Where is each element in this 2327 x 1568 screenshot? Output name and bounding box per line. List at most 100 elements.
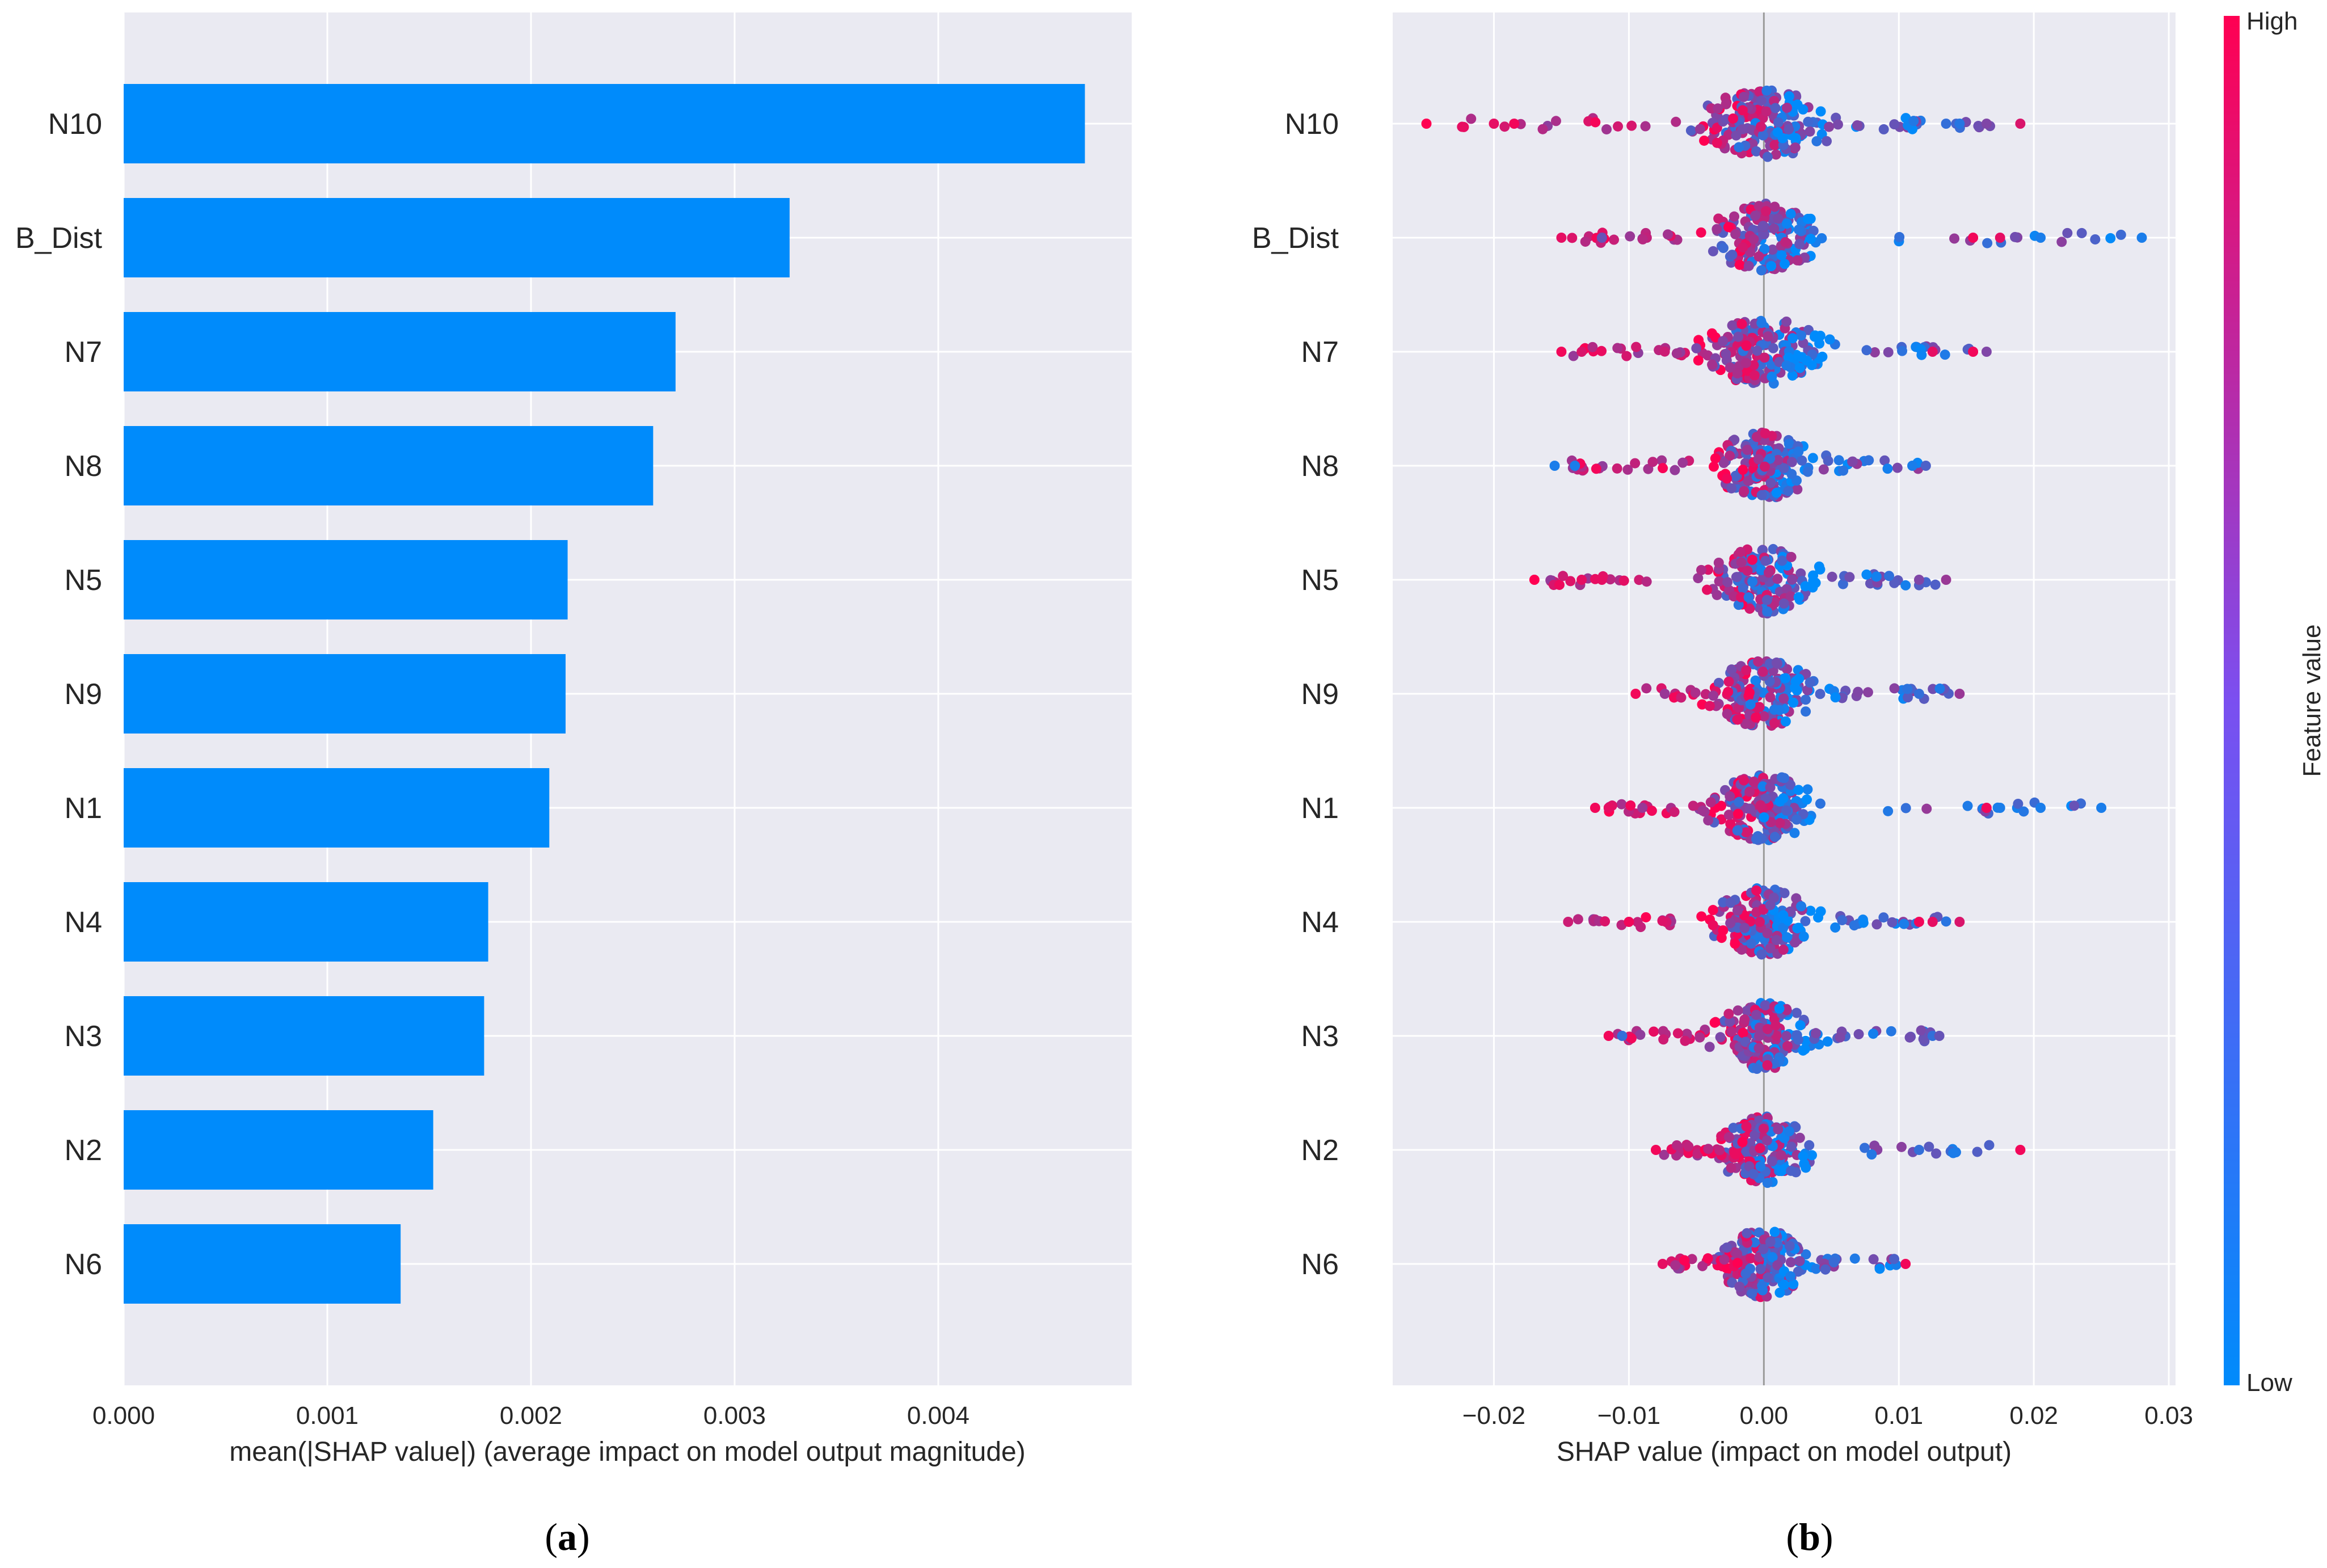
colorbar: [2224, 16, 2240, 1385]
beeswarm-dot: [1753, 201, 1764, 212]
beeswarm-dot: [1785, 591, 1796, 602]
beeswarm-dot: [1726, 483, 1737, 494]
beeswarm-dot: [1778, 910, 1789, 921]
beeswarm-dot: [1861, 345, 1872, 356]
beeswarm-dot: [1742, 1005, 1752, 1016]
beeswarm-dot: [1755, 800, 1766, 811]
beeswarm-dot: [1908, 116, 1919, 127]
beeswarm-dot: [1618, 575, 1629, 586]
beeswarm-dot: [1671, 116, 1681, 127]
beeswarm-row-N1: [1590, 770, 2107, 845]
colorbar-high-label: High: [2246, 7, 2298, 35]
beeswarm-dot: [1844, 572, 1855, 583]
beeswarm-dot: [1690, 688, 1701, 698]
beeswarm-dot: [1625, 800, 1636, 811]
beeswarm-dot: [1723, 676, 1734, 687]
beeswarm-outlier-dot: [1570, 461, 1580, 471]
beeswarm-dot: [1763, 567, 1774, 578]
beeswarm-dot: [1677, 457, 1688, 468]
beeswarm-dot: [1736, 592, 1747, 602]
beeswarm-dot: [1773, 213, 1784, 224]
beeswarm-dot: [1973, 121, 1984, 132]
beeswarm-row-N4: [1563, 883, 1965, 960]
beeswarm-dot: [1765, 900, 1776, 911]
beeswarm-outlier-dot: [2015, 1145, 2026, 1155]
beeswarm-dot: [1713, 103, 1723, 114]
beeswarm-dot: [1659, 1149, 1670, 1160]
beeswarm-dot: [1798, 1151, 1809, 1162]
beeswarm-outlier-dot: [1630, 689, 1641, 699]
colorbar-low-label: Low: [2246, 1369, 2292, 1397]
beeswarm-dot: [1466, 113, 1477, 124]
panel-a-x-axis-label: mean(|SHAP value|) (average impact on mo…: [229, 1437, 1025, 1467]
beeswarm-outlier-dot: [1650, 1145, 1661, 1155]
beeswarm-dot: [2056, 237, 2067, 247]
beeswarm-dot: [1718, 458, 1729, 469]
beeswarm-dot: [1765, 782, 1776, 793]
beeswarm-dot: [1770, 149, 1781, 160]
beeswarm-dot: [1757, 781, 1768, 792]
beeswarm-dot: [1758, 1244, 1769, 1254]
beeswarm-dot: [1941, 916, 1951, 927]
beeswarm-dot: [1774, 817, 1785, 828]
beeswarm-dot: [1772, 574, 1783, 584]
beeswarm-dot: [1772, 658, 1782, 669]
panel-a-feature-labels: N10 B_Dist N7 N8 N5 N9 N1 N4 N3 N2 N6: [15, 108, 103, 1281]
beeswarm-dot: [1813, 333, 1824, 344]
beeswarm-dot: [1770, 1020, 1781, 1031]
beeswarm-dot: [1711, 224, 1722, 234]
beeswarm-row-B_Dist: [1556, 199, 2147, 276]
beeswarm-dot: [1705, 797, 1716, 808]
beeswarm-dot: [1849, 1253, 1860, 1264]
beeswarm-dot: [1871, 919, 1882, 930]
beeswarm-dot: [1702, 1253, 1713, 1264]
beeswarm-dot: [1630, 458, 1641, 469]
panel-b-feature-label: N10: [1285, 108, 1339, 141]
beeswarm-dot: [1824, 121, 1835, 132]
beeswarm-dot: [1635, 1030, 1646, 1040]
beeswarm-dot: [1752, 345, 1763, 356]
beeswarm-dot: [1757, 221, 1768, 231]
beeswarm-dot: [1768, 343, 1778, 353]
beeswarm-dot: [1791, 1008, 1802, 1018]
beeswarm-dot: [1802, 466, 1813, 477]
beeswarm-dot: [1731, 130, 1742, 141]
beeswarm-dot: [1781, 218, 1792, 229]
beeswarm-dot: [1726, 1026, 1736, 1037]
beeswarm-dot: [1782, 102, 1793, 113]
beeswarm-dot: [1791, 893, 1802, 904]
beeswarm-dot: [1847, 456, 1858, 467]
beeswarm-outlier-dot: [1509, 119, 1520, 129]
beeswarm-dot: [2115, 229, 2126, 240]
beeswarm-dot: [1558, 571, 1569, 581]
panel-b-caption: (b): [1786, 1515, 1833, 1558]
beeswarm-outlier-dot: [1913, 917, 1924, 927]
beeswarm-dot: [1741, 1121, 1752, 1132]
beeswarm-dot: [1756, 949, 1767, 960]
beeswarm-dot: [1722, 473, 1732, 484]
beeswarm-dot: [1754, 1227, 1765, 1238]
beeswarm-dot: [1745, 247, 1756, 258]
beeswarm-dot: [1794, 1132, 1805, 1143]
beeswarm-dot: [1785, 208, 1796, 219]
beeswarm-dot: [1613, 121, 1624, 132]
beeswarm-dot: [1879, 455, 1890, 466]
beeswarm-dot: [1793, 1266, 1803, 1277]
beeswarm-dot: [1773, 1124, 1784, 1135]
beeswarm-dot: [1732, 714, 1743, 725]
panel-b-x-tick-label: −0.02: [1462, 1402, 1525, 1430]
beeswarm-dot: [1659, 346, 1670, 357]
beeswarm-dot: [1972, 1147, 1983, 1157]
beeswarm-dot: [1949, 233, 1960, 244]
beeswarm-dot: [1852, 120, 1862, 130]
beeswarm-dot: [1668, 692, 1679, 703]
beeswarm-dot: [1822, 136, 1832, 146]
beeswarm-dot: [1738, 91, 1749, 102]
beeswarm-dot: [1743, 592, 1754, 602]
beeswarm-dot: [1670, 465, 1680, 475]
beeswarm-dot: [1766, 261, 1777, 272]
beeswarm-dot: [1739, 922, 1750, 933]
beeswarm-dot: [1830, 692, 1841, 703]
beeswarm-outlier-dot: [1927, 917, 1938, 927]
beeswarm-dot: [1732, 825, 1743, 836]
